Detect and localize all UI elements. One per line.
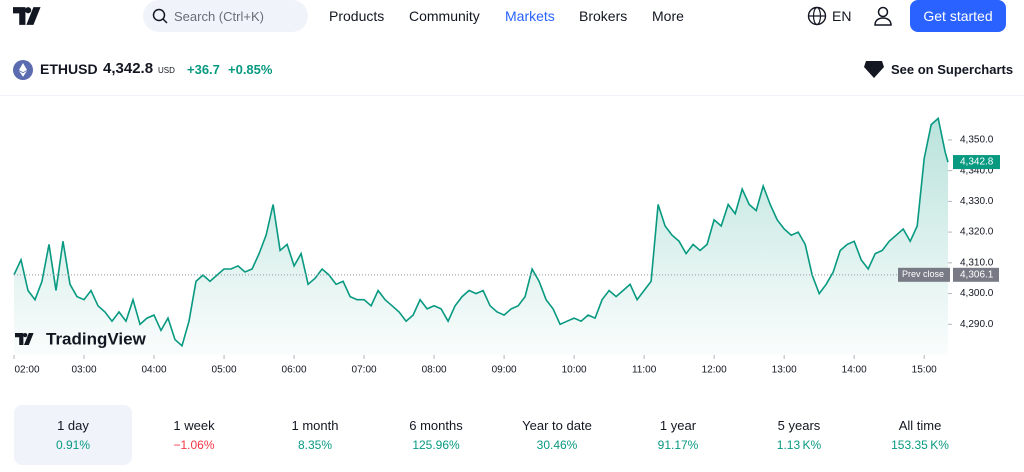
period-label: 1 year [659,418,697,433]
last-price: 4,342.8 [960,157,994,168]
watermark-logo [15,333,34,345]
last-price-tag [953,155,1000,170]
x-tick-label: 15:00 [912,365,937,376]
period-tab[interactable]: 1 week −1.06% [135,405,253,465]
search-placeholder: Search (Ctrl+K) [174,9,264,24]
divider [0,95,1024,96]
y-tick-label: 4,320.0 [960,227,994,238]
prev-close-tag [898,267,950,282]
search-icon [152,8,168,24]
supercharts-link[interactable]: See on Supercharts [891,62,1014,77]
nav-link[interactable]: Products [329,8,385,24]
x-tick-label: 09:00 [492,365,517,376]
period-tab[interactable]: 5 years 1.13 K% [740,405,858,465]
period-tab[interactable]: 1 day 0.91% [14,405,132,465]
y-tick-label: 4,290.0 [960,319,994,330]
period-change: 91.17% [657,438,699,452]
period-label: 1 day [57,418,89,433]
period-label: 1 week [173,418,215,433]
x-tick-label: 08:00 [422,365,447,376]
period-label: 1 month [291,418,339,433]
language[interactable]: EN [832,8,852,24]
period-change: 153.35 K% [891,438,949,452]
period-tab[interactable]: 1 month 8.35% [256,405,374,465]
prev-close-price: 4,306.1 [960,269,994,280]
price: 4,342.8 [103,60,154,77]
period-change: 1.13 K% [776,438,822,452]
prev-close-name: Prev close [902,269,944,279]
y-tick-label: 4,310.0 [960,257,994,268]
y-tick-label: 4,330.0 [960,196,994,207]
change-percent: +0.85% [228,62,273,77]
eth-icon [13,60,33,80]
period-tab[interactable]: Year to date 30.46% [498,405,616,465]
x-tick-label: 10:00 [562,365,587,376]
period-change: 125.96% [412,438,460,452]
nav-link[interactable]: Brokers [579,8,628,24]
x-tick-label: 06:00 [282,365,307,376]
x-tick-label: 07:00 [352,365,377,376]
watermark: TradingView [46,329,147,348]
chart: 4,290.0 4,300.0 4,310.0 4,320.0 4,330.0 4,340… [13,116,1000,376]
period-label: 6 months [409,418,463,433]
user-icon[interactable] [873,5,893,27]
y-tick-label: 4,340.0 [960,165,994,176]
period-label: All time [898,418,942,433]
globe-icon[interactable] [807,6,827,26]
nav-link[interactable]: Community [409,8,480,24]
period-tab[interactable]: 1 year 91.17% [619,405,737,465]
x-tick-label: 13:00 [772,365,797,376]
symbol: ETHUSD [40,61,98,77]
period-change: 8.35% [297,438,333,452]
period-label: Year to date [522,418,592,433]
supercharts-icon[interactable] [863,59,885,79]
nav-link[interactable]: More [652,8,684,24]
x-tick-label: 03:00 [71,365,96,376]
x-tick-label: 12:00 [702,365,727,376]
x-tick-label: 14:00 [842,365,867,376]
get-started-button[interactable]: Get started [910,0,1006,32]
price-line [13,116,949,348]
period-change: −1.06% [173,438,215,452]
search[interactable]: Search (Ctrl+K) [143,0,308,32]
change: +36.7 [187,62,220,77]
period-tab[interactable]: All time 153.35 K% [861,405,979,465]
prev-close-price-tag [953,267,999,282]
x-tick-label: 02:00 [14,365,39,376]
period-tab[interactable]: 6 months 125.96% [377,405,495,465]
logo[interactable] [13,7,45,25]
area-fill [14,118,948,356]
x-tick-label: 04:00 [142,365,167,376]
period-change: 30.46% [536,438,578,452]
x-tick-label: 11:00 [632,365,657,376]
y-tick-label: 4,300.0 [960,288,994,299]
x-tick-label: 05:00 [212,365,237,376]
nav-link[interactable]: Markets [505,8,555,24]
period-label: 5 years [777,418,821,433]
currency: USD [158,66,175,75]
period-change: 0.91% [55,438,91,452]
y-tick-label: 4,350.0 [960,135,994,146]
